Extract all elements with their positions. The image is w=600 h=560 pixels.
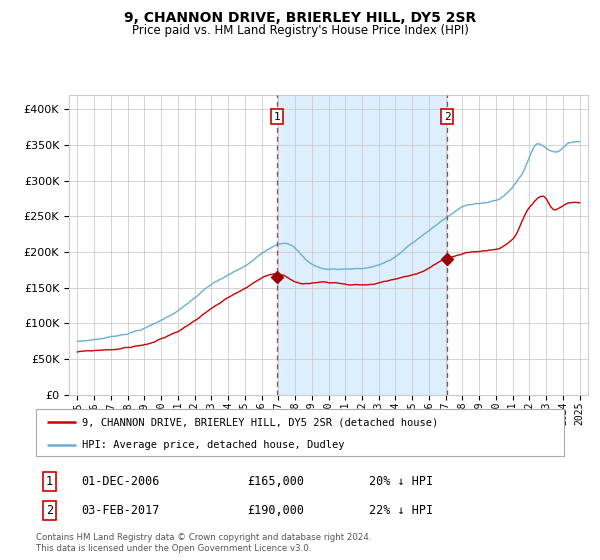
Text: 9, CHANNON DRIVE, BRIERLEY HILL, DY5 2SR (detached house): 9, CHANNON DRIVE, BRIERLEY HILL, DY5 2SR…	[82, 417, 439, 427]
Bar	[277, 95, 447, 395]
Text: 1: 1	[46, 475, 53, 488]
Text: HPI: Average price, detached house, Dudley: HPI: Average price, detached house, Dudl…	[82, 440, 345, 450]
Text: 9, CHANNON DRIVE, BRIERLEY HILL, DY5 2SR: 9, CHANNON DRIVE, BRIERLEY HILL, DY5 2SR	[124, 11, 476, 25]
Text: 2: 2	[444, 111, 451, 122]
Text: 01-DEC-2006: 01-DEC-2006	[81, 475, 159, 488]
Text: 22% ↓ HPI: 22% ↓ HPI	[368, 504, 433, 517]
Text: Price paid vs. HM Land Registry's House Price Index (HPI): Price paid vs. HM Land Registry's House …	[131, 24, 469, 36]
Text: £165,000: £165,000	[247, 475, 304, 488]
Text: £190,000: £190,000	[247, 504, 304, 517]
Text: Contains HM Land Registry data © Crown copyright and database right 2024.
This d: Contains HM Land Registry data © Crown c…	[36, 533, 371, 553]
Text: 03-FEB-2017: 03-FEB-2017	[81, 504, 159, 517]
Text: 1: 1	[274, 111, 280, 122]
Text: 2: 2	[46, 504, 53, 517]
Text: 20% ↓ HPI: 20% ↓ HPI	[368, 475, 433, 488]
